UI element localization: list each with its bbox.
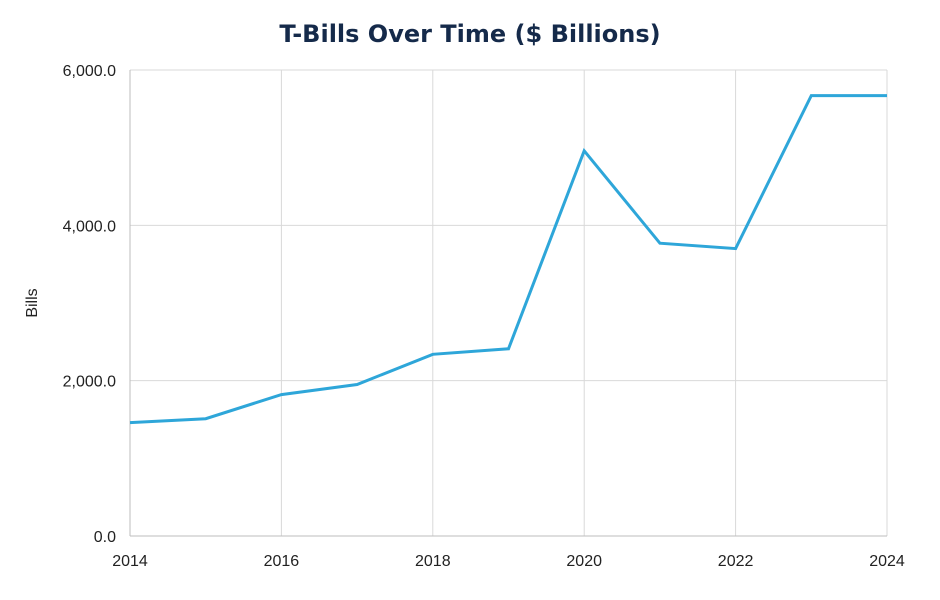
x-axis-ticks: 2014 2016 2018 2020 2022 2024 <box>112 553 905 570</box>
x-tick-label: 2020 <box>566 553 602 570</box>
y-axis-ticks: 0.0 2,000.0 4,000.0 6,000.0 <box>63 63 116 546</box>
y-tick-label: 4,000.0 <box>63 218 116 235</box>
x-tick-label: 2024 <box>869 553 905 570</box>
x-tick-label: 2018 <box>415 553 451 570</box>
y-tick-label: 0.0 <box>94 529 116 546</box>
y-tick-label: 2,000.0 <box>63 374 116 391</box>
series-group <box>129 94 887 425</box>
y-tick-label: 6,000.0 <box>63 63 116 80</box>
series-line <box>129 94 887 425</box>
x-tick-label: 2016 <box>264 553 300 570</box>
axes <box>129 70 887 537</box>
y-axis-label: Bills <box>24 288 41 317</box>
x-tick-label: 2014 <box>112 553 148 570</box>
grid <box>130 69 888 536</box>
chart-title: T-Bills Over Time ($ Billions) <box>279 20 660 48</box>
x-tick-label: 2022 <box>718 553 754 570</box>
